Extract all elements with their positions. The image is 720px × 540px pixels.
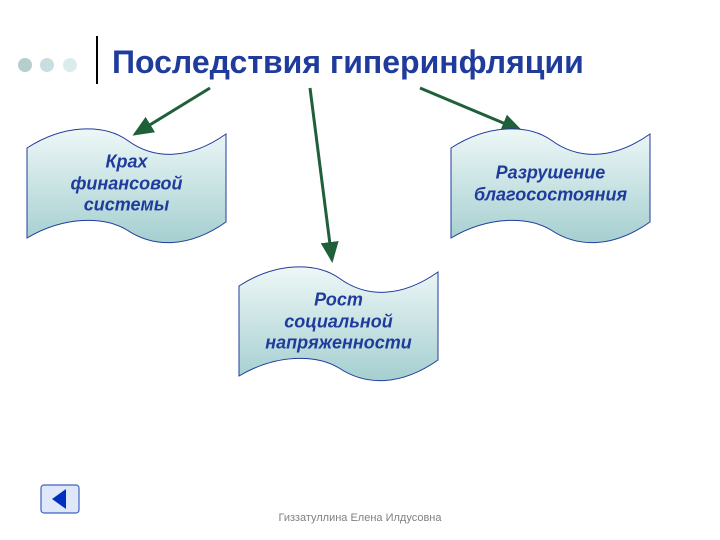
nav-back-button[interactable] [40,484,80,514]
node-crash-label: Крах финансовой системы [70,151,182,216]
node-tension: Рост социальной напряженности [236,258,441,388]
node-wealth-label: Разрушение благосостояния [474,163,627,206]
node-tension-label: Рост социальной напряженности [265,289,412,354]
node-wealth: Разрушение благосостояния [448,120,653,250]
node-crash: Крах финансовой системы [24,120,229,250]
footer-author: Гиззатуллина Елена Илдусовна [0,512,720,524]
nav-back-icon [40,484,80,514]
slide: Последствия гиперинфляции Крах финансово… [0,0,720,540]
arrow-2 [310,88,332,260]
